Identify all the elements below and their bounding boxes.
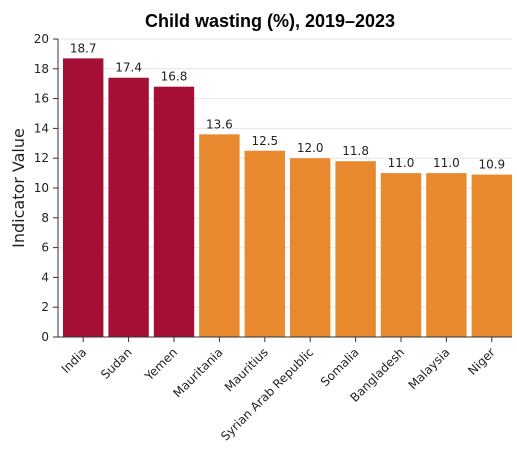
y-tick-label: 16 xyxy=(34,92,49,106)
bar-mauritius xyxy=(244,150,285,337)
data-label: 12.5 xyxy=(251,134,278,148)
data-label: 12.0 xyxy=(297,141,324,155)
bar-yemen xyxy=(153,86,195,338)
data-label: 11.0 xyxy=(388,156,415,170)
y-tick-label: 20 xyxy=(34,32,49,46)
data-label: 11.8 xyxy=(342,144,369,158)
y-tick-label: 12 xyxy=(34,151,49,165)
y-tick-label: 4 xyxy=(41,270,49,284)
y-tick-label: 14 xyxy=(34,121,49,135)
y-tick-label: 18 xyxy=(34,62,49,76)
x-tick-label: Mauritania xyxy=(170,345,225,400)
bar-mauritania xyxy=(199,134,240,337)
y-tick-label: 10 xyxy=(34,181,49,195)
bar-india xyxy=(63,58,104,338)
x-tick-label: Malaysia xyxy=(406,345,453,392)
x-tick-label: India xyxy=(59,345,90,376)
bar-niger xyxy=(471,174,512,337)
bars: 18.7 17.4 16.8 13.6 12.5 12.0 11.8 11.0 11.0 10.9 xyxy=(63,41,512,338)
x-tick-label: Syrian Arab Republic xyxy=(218,345,316,443)
chart-title: Child wasting (%), 2019–2023 xyxy=(145,11,395,31)
x-tick-label: Somalia xyxy=(318,345,362,389)
y-tick-label: 0 xyxy=(41,330,49,344)
x-tick-label: Sudan xyxy=(98,345,135,382)
x-tick-label: Yemen xyxy=(141,345,180,384)
bar-malaysia xyxy=(426,173,467,337)
data-label: 18.7 xyxy=(70,41,97,55)
data-label: 17.4 xyxy=(115,61,142,75)
data-label: 10.9 xyxy=(478,158,505,172)
x-tick-label: Niger xyxy=(465,345,498,378)
data-label: 13.6 xyxy=(206,117,233,131)
y-axis-label: Indicator Value xyxy=(9,128,28,248)
bar-syrian-arab-republic xyxy=(290,158,331,337)
bar-bangladesh xyxy=(380,173,422,337)
y-tick-label: 2 xyxy=(41,300,49,314)
bar-sudan xyxy=(108,77,149,338)
y-tick-label: 8 xyxy=(41,211,49,225)
bar-somalia xyxy=(335,161,376,337)
y-tick-label: 6 xyxy=(41,241,49,255)
data-label: 11.0 xyxy=(433,156,460,170)
data-label: 16.8 xyxy=(161,70,188,84)
